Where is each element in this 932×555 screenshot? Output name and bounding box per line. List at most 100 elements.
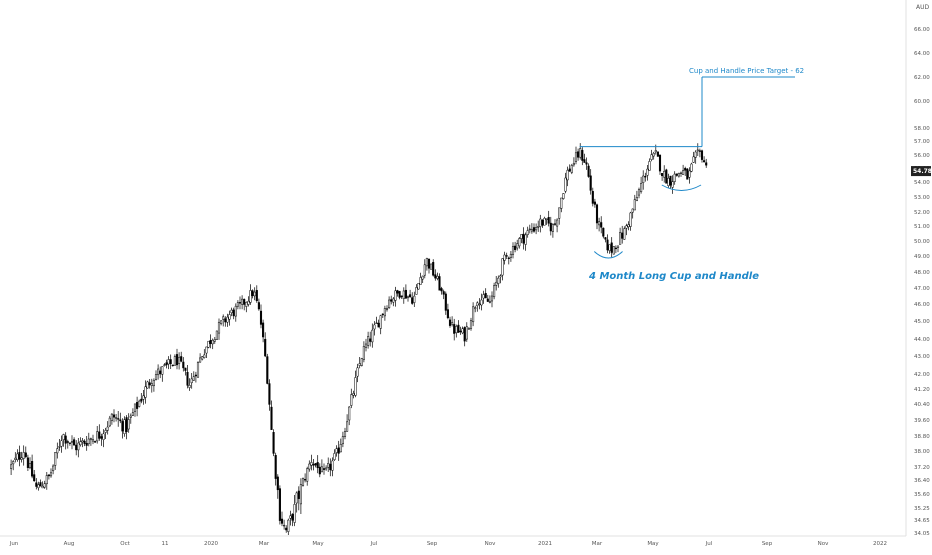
- candle-body: [661, 173, 664, 177]
- candle-body: [91, 439, 95, 442]
- candle-body: [553, 223, 557, 225]
- candle-body: [358, 363, 361, 366]
- candle-body: [665, 169, 668, 184]
- candle-body: [43, 483, 46, 488]
- candle-body: [480, 299, 483, 306]
- candle-body: [663, 170, 666, 178]
- candle-body: [488, 301, 491, 303]
- time-tick-label: Sep: [762, 541, 773, 547]
- candle-body: [692, 156, 695, 163]
- price-tick-label: 50.00: [914, 239, 930, 245]
- candle-body: [684, 168, 687, 171]
- candle-body: [68, 442, 71, 444]
- candle-body: [564, 177, 567, 192]
- candle-body: [318, 466, 321, 475]
- candle-body: [203, 354, 206, 358]
- candle-body: [360, 358, 363, 366]
- candle-body: [257, 302, 260, 310]
- candle-body: [635, 197, 638, 202]
- candle-body: [207, 340, 210, 348]
- candle-body: [119, 419, 122, 422]
- candle-body: [673, 173, 676, 182]
- candle-body: [226, 316, 229, 323]
- annotations-layer: Cup and Handle Price Target - 62 4 Month…: [579, 67, 804, 282]
- price-tick-label: 44.00: [914, 337, 930, 343]
- candle-body: [278, 488, 281, 521]
- currency-label: AUD: [916, 4, 929, 11]
- candle-body: [486, 298, 489, 302]
- candle-body: [436, 275, 439, 279]
- candle-body: [52, 465, 55, 472]
- candle-body: [383, 308, 386, 317]
- price-axis[interactable]: AUD 66.00 64.00 62.00 60.00 58.00 57.00 56.00 5…: [905, 0, 932, 537]
- candle-body: [234, 305, 237, 317]
- candle-body: [469, 320, 473, 329]
- candle-body: [570, 165, 573, 173]
- candle-body: [451, 322, 454, 325]
- candle-body: [289, 515, 292, 519]
- candle-body: [392, 298, 395, 303]
- candle-body: [20, 457, 23, 460]
- candle-body: [629, 212, 632, 227]
- candle-body: [650, 154, 653, 160]
- candle-body: [587, 165, 590, 177]
- candle-body: [350, 394, 353, 406]
- candle-body: [199, 357, 202, 363]
- time-axis[interactable]: Jun Aug Oct 11 2020 Mar May Jul Sep Nov 2021 Mar May…: [0, 535, 906, 547]
- candle-body: [467, 328, 470, 330]
- candle-body: [501, 258, 504, 276]
- candle-body: [421, 275, 424, 280]
- last-price-badge: [911, 166, 931, 177]
- candle-body: [522, 233, 525, 244]
- candle-body: [698, 150, 701, 152]
- candle-body: [295, 492, 298, 504]
- candle-body: [146, 381, 149, 389]
- candle-body: [85, 443, 88, 446]
- candle-body: [442, 291, 445, 295]
- candle-body: [415, 287, 418, 295]
- candle-body: [566, 169, 569, 181]
- candle-body: [402, 290, 405, 299]
- time-tick-label: May: [312, 541, 324, 547]
- candle-body: [83, 440, 86, 444]
- candle-body: [238, 302, 242, 304]
- candle-body: [194, 374, 197, 377]
- candle-body: [623, 228, 626, 240]
- candle-body: [600, 222, 603, 228]
- candle-body: [556, 219, 559, 227]
- candle-body: [703, 160, 706, 163]
- candle-body: [476, 302, 479, 307]
- time-tick-label: 2022: [873, 541, 887, 547]
- candle-body: [339, 444, 342, 453]
- candle-body: [87, 438, 90, 445]
- candle-body: [646, 168, 649, 176]
- candle-body: [520, 234, 523, 239]
- candle-body: [604, 237, 607, 240]
- candle-body: [509, 253, 512, 258]
- candle-body: [283, 524, 286, 527]
- candle-body: [463, 327, 466, 342]
- candle-body: [272, 432, 275, 454]
- time-tick-label: Mar: [259, 541, 270, 547]
- candle-body: [404, 289, 407, 299]
- candle-body: [66, 441, 69, 443]
- candle-body: [152, 380, 155, 387]
- candle-body: [316, 462, 319, 469]
- candle-body: [312, 464, 315, 466]
- candle-body: [264, 338, 267, 357]
- candle-body: [249, 290, 252, 303]
- price-tick-label: 37.20: [914, 465, 930, 471]
- candle-body: [505, 255, 508, 257]
- candle-body: [115, 417, 118, 419]
- candle-body: [186, 371, 189, 386]
- candle-body: [31, 461, 34, 477]
- time-tick-label: Aug: [64, 541, 75, 547]
- candle-body: [438, 276, 441, 291]
- candle-body: [562, 193, 565, 199]
- candle-body: [108, 417, 111, 427]
- candle-body: [306, 468, 309, 482]
- candle-body: [39, 482, 42, 487]
